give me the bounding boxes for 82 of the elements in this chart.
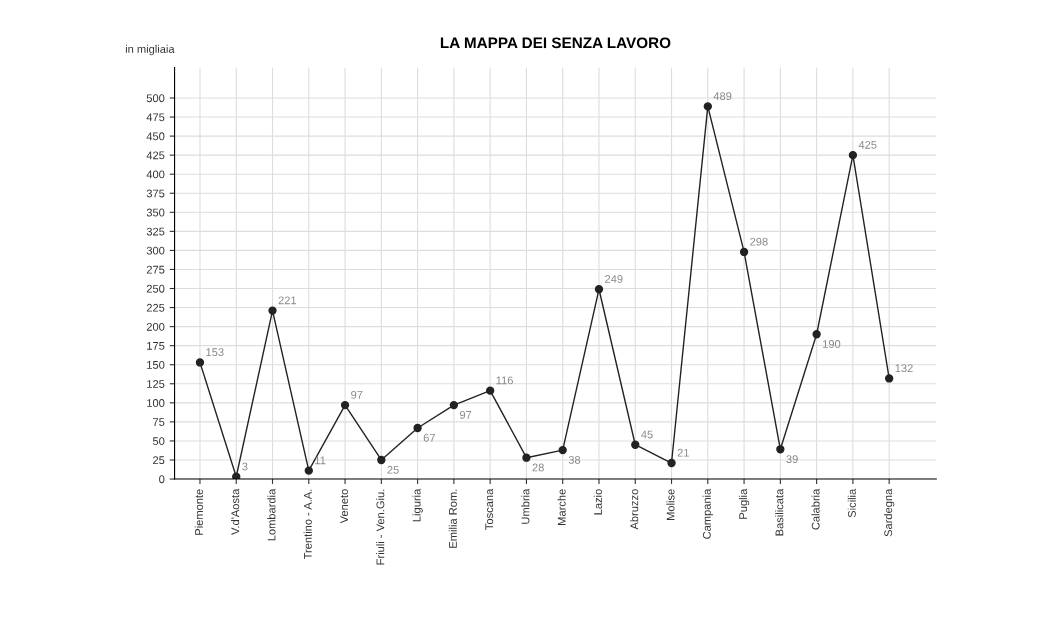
chart-title: LA MAPPA DEI SENZA LAVORO	[440, 37, 671, 49]
point	[739, 247, 749, 257]
point	[377, 455, 386, 465]
point	[631, 440, 640, 449]
point	[703, 102, 712, 111]
x-tick-label: Piemonte	[194, 489, 203, 535]
x-tick-label: Sardegna	[883, 488, 895, 537]
data-label: 39	[786, 455, 798, 464]
x-tick-label: Puglia	[738, 488, 750, 519]
point	[195, 358, 205, 367]
point	[304, 466, 313, 475]
x-tick-label: Friuli - Ven.Giu.	[376, 489, 385, 565]
y-tick-label: 425	[146, 151, 165, 160]
x-tick-label: Liguria	[412, 488, 423, 522]
x-tick-label: Veneto	[340, 489, 349, 524]
x-tick-label: Abruzzo	[630, 489, 639, 530]
data-label: 25	[387, 465, 399, 474]
point	[812, 330, 821, 339]
point	[449, 400, 459, 410]
y-axis-title: in migliaia	[125, 44, 175, 56]
y-tick-label: 75	[153, 418, 165, 427]
data-label: 425	[858, 140, 877, 149]
data-label: 489	[713, 92, 732, 101]
y-tick-label: 25	[153, 456, 165, 465]
y-tick-label: 250	[146, 284, 165, 293]
data-label: 21	[677, 448, 689, 457]
x-tick-label: V.d'Aosta	[231, 488, 240, 535]
x-tick-label: Sicilia	[847, 488, 856, 518]
x-tick-label: Umbria	[521, 488, 530, 524]
point	[268, 306, 277, 315]
point	[885, 374, 894, 383]
point	[413, 423, 422, 433]
y-tick-label: 300	[146, 246, 165, 255]
x-tick-label: Trentino - A.A.	[303, 489, 312, 560]
data-label: 190	[823, 340, 841, 348]
data-label: 3	[242, 462, 248, 471]
y-tick-label: 275	[146, 265, 165, 274]
y-tick-label: 50	[152, 437, 165, 446]
data-label: 38	[568, 455, 581, 464]
data-label: 221	[278, 296, 297, 305]
point	[522, 453, 531, 462]
point	[558, 445, 567, 455]
x-tick-label: Campania	[702, 488, 713, 539]
data-label: 298	[750, 237, 768, 246]
point	[776, 445, 785, 454]
point	[667, 458, 676, 468]
data-label: 249	[605, 275, 623, 283]
y-tick-label: 500	[146, 94, 165, 103]
data-label: 116	[496, 376, 513, 385]
data-label: 153	[206, 348, 224, 357]
x-tick-label: Calabria	[811, 488, 820, 530]
x-tick-label: Marche	[557, 489, 566, 525]
x-tick-label: Molise	[666, 489, 675, 520]
point	[485, 386, 495, 395]
point	[848, 150, 858, 160]
y-tick-label: 400	[146, 170, 165, 179]
data-label: 67	[423, 433, 435, 442]
y-tick-label: 200	[146, 322, 165, 331]
x-tick-label: Basilicata	[775, 488, 784, 536]
x-tick-label: Lazio	[593, 489, 602, 515]
y-tick-label: 100	[147, 399, 165, 407]
y-tick-label: 150	[147, 360, 165, 369]
x-tick-label: Lombardia	[267, 488, 276, 541]
data-label: 11	[315, 456, 326, 465]
x-tick-label: Toscana	[485, 488, 494, 530]
data-label: 45	[641, 430, 653, 439]
y-tick-label: 450	[146, 132, 165, 141]
y-tick-label: 325	[146, 227, 165, 236]
y-tick-label: 225	[146, 303, 165, 312]
data-label: 132	[895, 364, 913, 373]
y-tick-label: 125	[147, 380, 165, 388]
x-tick-label: Emilia Rom.	[448, 489, 457, 548]
data-label: 97	[351, 390, 363, 399]
y-tick-label: 175	[147, 342, 165, 350]
y-tick-label: 0	[159, 475, 165, 484]
y-tick-label: 475	[146, 113, 165, 122]
point	[340, 400, 350, 410]
y-tick-label: 375	[146, 189, 165, 198]
point	[594, 285, 604, 294]
data-label: 97	[459, 410, 472, 419]
y-tick-label: 350	[146, 208, 165, 217]
data-label: 28	[532, 463, 544, 472]
